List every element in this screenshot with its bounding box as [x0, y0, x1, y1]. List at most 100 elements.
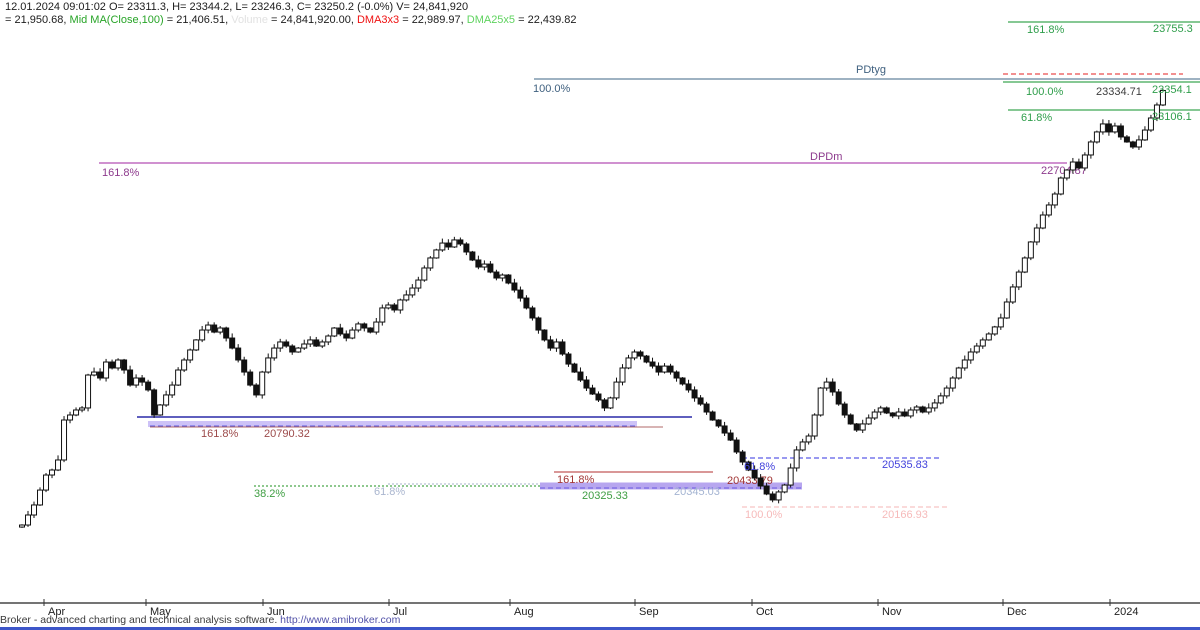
fib-mid-band[interactable]: [148, 421, 637, 427]
candle-body: [199, 329, 206, 341]
pdtyg-line-label: 100.0%: [533, 83, 571, 95]
fib-oct-161-red-label: 161.8%: [557, 474, 595, 486]
fib-top-100-label: 23354.1: [1152, 84, 1192, 96]
fib-top-100-label: 23334.71: [1096, 86, 1142, 98]
candle-body: [991, 326, 998, 335]
candle-body: [937, 395, 944, 404]
candle-body: [907, 409, 914, 417]
footer: Broker - advanced charting and technical…: [0, 614, 400, 626]
candle-body: [403, 294, 410, 301]
candle-body: [397, 299, 404, 311]
candle-body: [151, 389, 158, 416]
candle-body: [271, 347, 278, 359]
candle-body: [331, 327, 338, 337]
candle-body: [901, 411, 908, 417]
candle-body: [577, 371, 584, 381]
candle-body: [181, 359, 188, 371]
fib-oct-green-dotted-label: 20325.33: [582, 490, 628, 502]
candle-body: [421, 267, 428, 281]
candle-body: [229, 337, 236, 349]
indicator-segment: = 24,841,920.00,: [267, 14, 357, 26]
x-axis-label-aug: Aug: [514, 606, 534, 618]
candle-body: [355, 323, 362, 331]
candle-body: [361, 323, 368, 329]
candle-body: [1093, 131, 1100, 143]
x-axis-label-dec: Dec: [1007, 606, 1027, 618]
candle-body: [301, 343, 308, 349]
bottom-border-bar: [0, 627, 1200, 630]
footer-link[interactable]: http://www.amibroker.com: [280, 614, 401, 626]
candle-body: [25, 514, 32, 526]
fib-oct-band[interactable]: [540, 482, 802, 490]
candle-body: [715, 419, 722, 427]
x-axis-label-oct: Oct: [756, 606, 773, 618]
candle-body: [43, 474, 50, 491]
data-window-header: 12.01.2024 09:01:02 O= 23311.3, H= 23344…: [5, 1, 577, 27]
candle-body: [589, 387, 596, 395]
candle-body: [1111, 125, 1118, 133]
candle-body: [985, 333, 992, 341]
candle-body: [913, 406, 920, 411]
candle-body: [1123, 136, 1130, 143]
candle-body: [859, 423, 866, 431]
candle-body: [1051, 193, 1058, 206]
candle-body: [745, 461, 752, 471]
candle-body: [85, 374, 92, 409]
candle-body: [493, 271, 500, 279]
candle-body: [409, 287, 416, 296]
candle-body: [427, 257, 434, 269]
fib-mid-dashed-label: 161.8%: [201, 428, 239, 440]
candle-body: [775, 491, 782, 501]
candle-body: [481, 263, 488, 268]
candle-body: [19, 524, 25, 528]
x-axis-label-apr: Apr: [48, 606, 65, 618]
fib-oct-green-dotted-label: 38.2%: [254, 488, 285, 500]
candle-body: [607, 397, 614, 409]
candle-body: [1045, 204, 1052, 216]
candle-body: [871, 411, 878, 419]
candle-body: [127, 369, 134, 386]
candle-body: [691, 389, 698, 399]
indicator-segment: = 22,989.97,: [399, 14, 467, 26]
candle-body: [169, 384, 176, 396]
fib-mid-dashed-label: 20790.32: [264, 428, 310, 440]
candle-body: [703, 403, 710, 413]
candle-body: [325, 335, 332, 343]
candle-body: [463, 243, 470, 253]
candle-body: [835, 391, 842, 405]
candle-body: [931, 402, 938, 409]
candle-body: [1081, 154, 1088, 169]
candle-body: [307, 339, 314, 345]
candle-body: [583, 379, 590, 389]
candle-body: [337, 327, 344, 335]
candle-body: [445, 242, 452, 248]
candle-body: [499, 274, 506, 279]
candle-body: [505, 274, 512, 284]
candle-body: [685, 383, 692, 391]
candle-body: [145, 381, 152, 391]
indicator-segment: Volume: [231, 14, 268, 26]
fib-top-161-label: 161.8%: [1027, 24, 1065, 36]
x-axis-label-may: May: [150, 606, 171, 618]
x-axis-label-sep: Sep: [639, 606, 659, 618]
candle-body: [343, 333, 350, 339]
candle-body: [1099, 123, 1106, 133]
candle-body: [1141, 129, 1148, 141]
candle-body: [1033, 227, 1040, 243]
candle-body: [1039, 214, 1046, 229]
candle-body: [91, 371, 98, 376]
candle-body: [649, 361, 656, 367]
candle-body: [877, 407, 884, 413]
candle-body: [853, 423, 860, 431]
fib-nov-100-dashed-label: 100.0%: [745, 509, 783, 521]
candle-body: [1129, 141, 1136, 148]
candle-body: [595, 393, 602, 401]
candles: [19, 88, 1166, 528]
candle-body: [661, 365, 668, 373]
candle-body: [511, 282, 518, 291]
fib-top-61-label: 23106.1: [1152, 111, 1192, 123]
candle-body: [697, 397, 704, 405]
candle-body: [601, 399, 608, 409]
footer-text: Broker - advanced charting and technical…: [0, 614, 281, 626]
